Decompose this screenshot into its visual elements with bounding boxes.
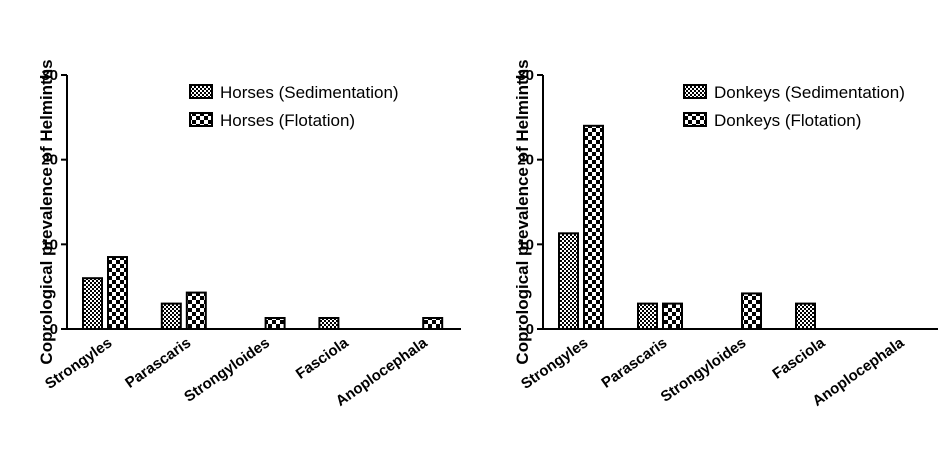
legend-swatch — [189, 84, 213, 99]
x-tick-label: Strongyloides — [658, 334, 750, 405]
x-tick-label: Parascaris — [122, 334, 194, 391]
bar — [160, 302, 182, 331]
y-tick-label: 20 — [517, 152, 534, 169]
y-tick-label: 10 — [41, 236, 58, 253]
y-axis-label: Coprological prevalence of Helminths — [37, 59, 56, 364]
bar — [422, 316, 444, 331]
y-tick-label: 30 — [41, 67, 58, 84]
legend-swatch — [683, 84, 707, 99]
bar — [185, 291, 207, 330]
x-tick-label: Fasciola — [769, 334, 828, 383]
bar — [107, 256, 128, 330]
bar — [264, 316, 286, 331]
legend-label: Donkeys (Flotation) — [714, 111, 861, 130]
x-tick-label: Parascaris — [598, 334, 670, 391]
y-tick-label: 30 — [517, 67, 534, 84]
bar — [318, 316, 340, 331]
y-tick-label: 20 — [41, 152, 58, 169]
y-tick-label: 0 — [50, 321, 58, 338]
bar — [741, 292, 762, 331]
bar — [558, 232, 579, 330]
bar — [82, 277, 103, 331]
legend-label: Horses (Sedimentation) — [220, 83, 399, 102]
y-tick-label: 0 — [526, 321, 534, 338]
x-tick-label: Fasciola — [293, 334, 352, 383]
bar — [583, 124, 604, 330]
legend-label: Horses (Flotation) — [220, 111, 355, 130]
legend-swatch — [683, 112, 707, 127]
legend-swatch — [189, 112, 213, 127]
x-tick-label: Strongyloides — [181, 334, 273, 405]
y-tick-label: 10 — [517, 236, 534, 253]
bar — [662, 302, 683, 331]
legend-label: Donkeys (Sedimentation) — [714, 83, 905, 102]
y-axis-label: Coprological prevalence of Helminths — [513, 59, 532, 364]
bar — [637, 302, 658, 331]
bar — [795, 302, 816, 331]
